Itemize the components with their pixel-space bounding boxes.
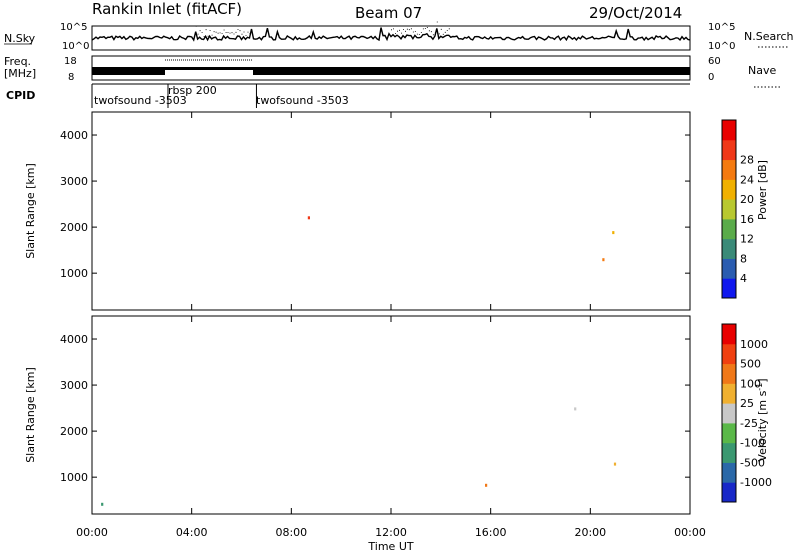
power-colorbar: 4 8 12 16 20 24 28 — [721, 119, 754, 299]
freq-label: Freq. — [4, 55, 31, 68]
cpid-segment-1: twofsound -3503 — [94, 94, 187, 107]
colorbar-tick-label: -500 — [740, 456, 765, 469]
scatter-cell-0 — [101, 502, 104, 506]
nsky-tick-bottom-right: 10^0 — [708, 41, 735, 52]
scatter-cell-7 — [612, 231, 615, 235]
cpid-segment-2: rbsp 200 — [168, 84, 217, 97]
y-tick-label: 1000 — [60, 471, 88, 484]
colorbar-swatch — [722, 363, 736, 384]
colorbar-tick-label: 25 — [740, 397, 754, 410]
colorbar-tick-label: -1000 — [740, 476, 772, 489]
x-tick-label: 04:00 — [176, 526, 208, 539]
colorbar-swatch — [722, 422, 736, 444]
x-tick-label: 08:00 — [275, 526, 307, 539]
colorbar-tick-label: 12 — [740, 233, 754, 246]
y-tick-label: 1000 — [60, 267, 88, 280]
velocity-scatter — [101, 407, 617, 506]
colorbar-swatch — [722, 120, 736, 141]
scatter-cell-6 — [602, 258, 605, 262]
beam-title: Beam 07 — [355, 4, 422, 22]
colorbar-swatch — [722, 403, 736, 424]
station-title: Rankin Inlet (fitACF) — [92, 0, 242, 18]
colorbar-tick-label: 1000 — [740, 338, 768, 351]
colorbar-swatch — [722, 343, 736, 365]
colorbar-frame — [721, 119, 737, 299]
colorbar-swatch — [722, 482, 736, 503]
colorbar-swatch — [722, 179, 736, 200]
colorbar-frame — [721, 323, 737, 503]
colorbar-tick-label: 4 — [740, 272, 747, 285]
nave-tick-top: 60 — [708, 56, 721, 67]
nsky-panel — [91, 25, 691, 51]
velocity-colorbar-label: Velocity [m s-1] — [755, 378, 769, 461]
colorbar-swatch — [722, 199, 736, 220]
velocity-ylabel: Slant Range [km] — [24, 367, 37, 463]
nsky-tick-bottom-left: 10^0 — [62, 41, 89, 52]
scatter-cell-4 — [485, 483, 488, 487]
y-tick-label: 3000 — [60, 175, 88, 188]
cpid-segment-3: twofsound -3503 — [256, 94, 349, 107]
time-xlabel: Time UT — [367, 540, 413, 553]
time-x-axis: 00:00 04:00 08:00 12:00 16:00 20:00 00:00 — [76, 112, 706, 539]
colorbar-swatch — [722, 442, 736, 463]
nsky-tick-top-left: 10^5 — [60, 22, 87, 33]
colorbar-swatch — [722, 462, 736, 483]
x-tick-label: 12:00 — [375, 526, 407, 539]
colorbar-swatch — [722, 383, 736, 404]
y-tick-label: 4000 — [60, 129, 88, 142]
colorbar-swatch — [722, 324, 736, 345]
colorbar-swatch — [722, 278, 736, 299]
nave-tick-bottom: 0 — [708, 72, 714, 83]
y-tick-label: 3000 — [60, 379, 88, 392]
colorbar-swatch — [722, 238, 736, 259]
nsearch-label: N.Search — [744, 30, 794, 43]
velocity-colorbar: 1000 500 100 25 -25 -100 -500 -1000 — [721, 323, 772, 503]
nsky-tick-top-right: 10^5 — [708, 22, 735, 33]
colorbar-tick-label: -25 — [740, 417, 758, 430]
date-title: 29/Oct/2014 — [589, 4, 682, 22]
y-tick-label: 2000 — [60, 425, 88, 438]
power-colorbar-label: Power [dB] — [756, 160, 769, 220]
colorbar-swatch — [722, 218, 736, 240]
x-tick-label: 00:00 — [76, 526, 108, 539]
velocity-panel-frame — [91, 315, 691, 515]
rbsp-freq-band — [165, 70, 253, 75]
freq-tick-top: 18 — [64, 56, 77, 67]
scatter-cell-3 — [307, 216, 310, 220]
power-y-axis: 1000 2000 3000 4000 — [60, 129, 690, 280]
x-tick-label: 20:00 — [574, 526, 606, 539]
freq-trace-band — [92, 67, 690, 75]
colorbar-tick-label: 8 — [740, 252, 747, 265]
velocity-y-axis: 1000 2000 3000 4000 — [60, 333, 690, 484]
power-ylabel: Slant Range [km] — [24, 163, 37, 259]
colorbar-swatch — [722, 159, 736, 180]
colorbar-swatch — [722, 139, 736, 161]
scatter-cell-6 — [574, 407, 577, 411]
freq-tick-bottom: 8 — [68, 72, 74, 83]
colorbar-tick-label: 28 — [740, 154, 754, 167]
colorbar-tick-label: 20 — [740, 193, 754, 206]
colorbar-tick-label: -100 — [740, 437, 765, 450]
colorbar-tick-label: 16 — [740, 213, 754, 226]
power-scatter — [307, 216, 615, 262]
colorbar-tick-label: 500 — [740, 358, 761, 371]
colorbar-tick-label: 100 — [740, 377, 761, 390]
scatter-cell-5 — [613, 462, 617, 466]
x-tick-label: 16:00 — [475, 526, 507, 539]
power-panel-frame — [91, 111, 691, 311]
nsky-label: N.Sky — [4, 32, 36, 45]
freq-unit-label: [MHz] — [4, 67, 36, 80]
y-tick-label: 4000 — [60, 333, 88, 346]
cpid-label: CPID — [6, 89, 35, 102]
nave-label: Nave — [748, 64, 776, 77]
y-tick-label: 2000 — [60, 221, 88, 234]
colorbar-swatch — [722, 258, 736, 279]
x-tick-label: 00:00 — [674, 526, 706, 539]
colorbar-tick-label: 24 — [740, 173, 754, 186]
nsky-trace — [91, 27, 691, 42]
nsearch-trace — [195, 21, 450, 37]
